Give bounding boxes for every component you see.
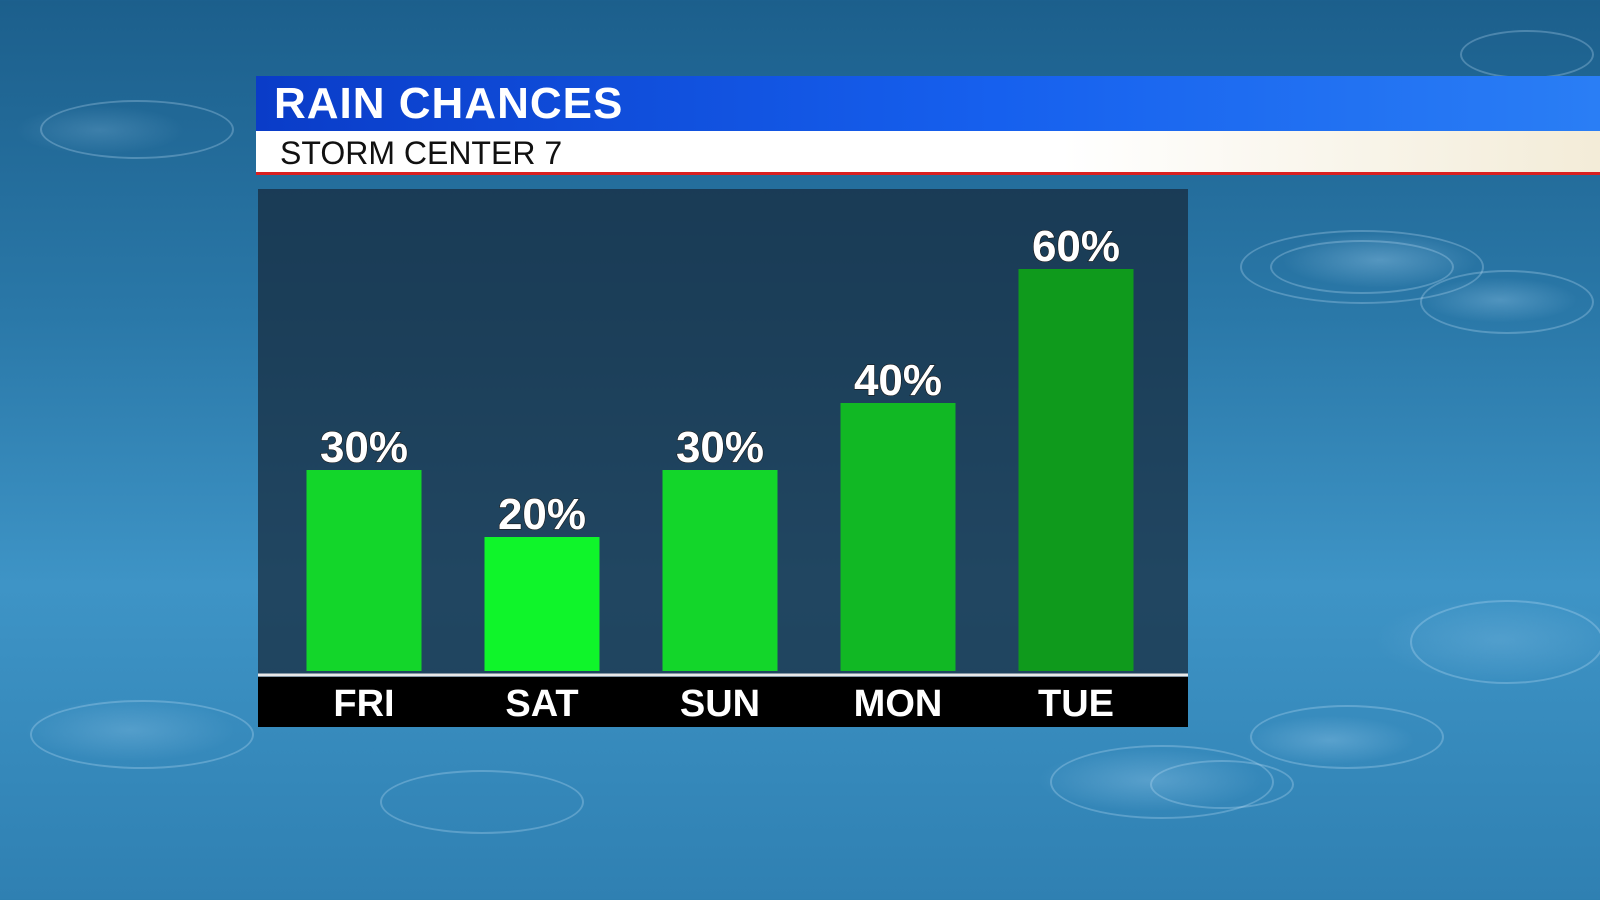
water-ripple (30, 700, 254, 769)
data-label-fri: 30% (320, 423, 408, 472)
x-tick-label-mon: MON (854, 683, 943, 725)
water-ripple (1410, 600, 1600, 684)
x-tick-label-sat: SAT (505, 683, 578, 725)
data-label-sun: 30% (676, 423, 764, 472)
water-ripple (1420, 270, 1594, 334)
water-ripple (1240, 230, 1484, 304)
x-tick-label-sun: SUN (680, 683, 760, 725)
bar-sun (662, 470, 778, 671)
water-ripple (380, 770, 584, 834)
x-axis-band (258, 677, 1188, 727)
water-ripple (1460, 30, 1594, 79)
bar-fri (306, 470, 422, 671)
bar-mon (840, 403, 956, 671)
station-name: STORM CENTER 7 (280, 135, 563, 171)
x-tick-label-fri: FRI (333, 683, 394, 725)
bar-sat (484, 537, 600, 671)
data-label-sat: 20% (498, 490, 586, 539)
water-ripple (1270, 240, 1454, 294)
bar-tue (1018, 269, 1134, 671)
title-banner: RAIN CHANCES (256, 76, 1600, 131)
chart-panel: 30% FRI 20% SAT 30% SUN 40% MON 60% TUE (258, 189, 1188, 727)
water-ripple (1250, 705, 1444, 769)
chart-title: RAIN CHANCES (274, 79, 624, 128)
water-ripple (40, 100, 234, 159)
rain-chance-bar-chart: 30% FRI 20% SAT 30% SUN 40% MON 60% TUE (258, 221, 1188, 727)
x-tick-label-tue: TUE (1038, 683, 1114, 725)
water-ripple (1150, 760, 1294, 809)
subtitle-banner: STORM CENTER 7 (256, 131, 1600, 175)
data-label-mon: 40% (854, 356, 942, 405)
data-label-tue: 60% (1032, 222, 1120, 271)
